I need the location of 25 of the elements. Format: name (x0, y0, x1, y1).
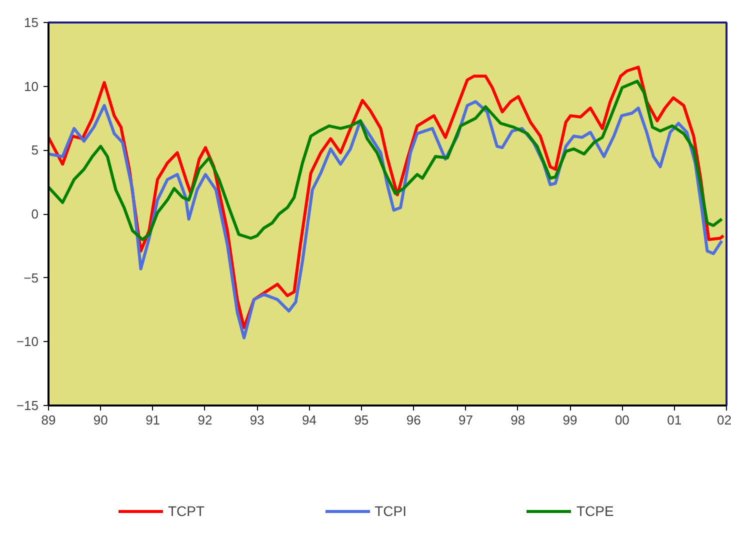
x-tick-label: 95 (354, 412, 369, 428)
x-tick-label: 99 (562, 412, 578, 428)
y-tick-label: −5 (24, 270, 39, 286)
x-tick-label: 89 (41, 412, 56, 428)
y-tick-label: −10 (16, 334, 39, 350)
y-tick-label: 0 (31, 206, 39, 222)
x-tick-label: 92 (198, 412, 212, 428)
x-tick-label: 96 (406, 412, 421, 428)
y-tick-label: 5 (31, 142, 39, 158)
legend-label: TCPE (576, 503, 614, 519)
x-tick-label: 01 (667, 412, 682, 428)
line-series (48, 80, 724, 242)
y-tick-label: 10 (24, 78, 39, 94)
x-tick-label: 90 (93, 412, 108, 428)
x-tick-label: 93 (250, 412, 264, 428)
legend-label: TCPT (168, 503, 205, 519)
legend-label: TCPI (374, 503, 406, 519)
x-tick-label: 94 (302, 412, 317, 428)
x-tick-label: 98 (510, 412, 526, 428)
x-tick-label: 00 (614, 412, 630, 428)
x-tick-label: 02 (717, 412, 731, 428)
x-tick-label: 97 (458, 412, 473, 428)
y-tick-label: 15 (24, 15, 39, 30)
y-tick-label: −15 (16, 398, 39, 413)
x-tick-label: 91 (146, 412, 160, 428)
